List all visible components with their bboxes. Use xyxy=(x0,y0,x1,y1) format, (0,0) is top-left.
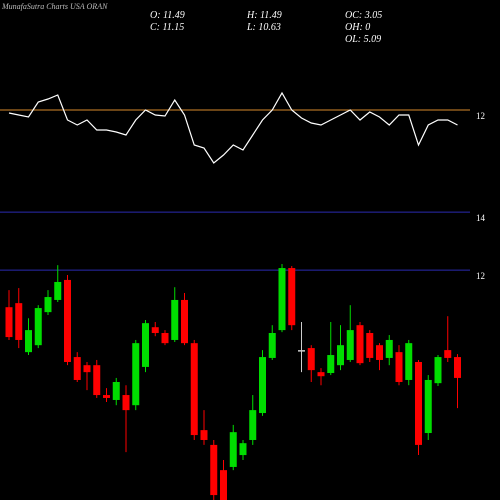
candle-body xyxy=(405,343,413,380)
candle-body xyxy=(317,372,325,377)
candle-body xyxy=(161,333,169,344)
candle-body xyxy=(64,279,71,362)
candle-body xyxy=(220,470,227,500)
candle-body xyxy=(122,395,130,411)
candle-body xyxy=(142,323,149,367)
candle-body xyxy=(151,327,159,334)
candle-body xyxy=(103,395,110,398)
candle-body xyxy=(424,379,432,434)
candle-body xyxy=(356,325,364,364)
y-tick-label: 12 xyxy=(476,111,485,121)
y-tick-label: 14 xyxy=(476,213,486,223)
candle-body xyxy=(298,350,305,352)
candle-body xyxy=(278,268,286,331)
candle-body xyxy=(346,330,354,360)
indicator-line xyxy=(8,91,458,164)
candle-body xyxy=(259,357,266,414)
candle-body xyxy=(25,330,32,353)
candle-body xyxy=(112,382,120,400)
ohlc-label: H: 11.49 xyxy=(246,10,282,21)
candle-body xyxy=(307,348,315,371)
candle-body xyxy=(454,357,461,378)
ohlc-label: OC: 3.05 xyxy=(345,10,382,21)
ohlc-label: OL: 5.09 xyxy=(345,34,381,45)
candle-body xyxy=(337,345,344,366)
y-tick-label: 12 xyxy=(476,271,485,281)
candle-body xyxy=(395,352,403,383)
candle-body xyxy=(200,430,208,440)
candle-body xyxy=(132,343,140,406)
candle-body xyxy=(376,345,383,360)
candle-body xyxy=(415,361,422,445)
ohlc-label: L: 10.63 xyxy=(246,22,281,33)
candle-body xyxy=(210,444,218,496)
candle-body xyxy=(268,333,276,358)
candle-body xyxy=(44,297,52,313)
ohlc-label: O: 11.49 xyxy=(150,10,185,21)
candle-body xyxy=(229,432,237,467)
candle-body xyxy=(181,299,188,344)
candle-body xyxy=(83,365,91,373)
candle-body xyxy=(385,339,393,358)
candle-body xyxy=(288,268,296,326)
candle-body xyxy=(5,307,13,338)
candle-body xyxy=(444,350,452,358)
candle-body xyxy=(434,357,442,384)
candle-body xyxy=(34,308,42,346)
candle-body xyxy=(93,365,101,396)
chart-title: MunafaSutra Charts USA ORAN xyxy=(1,2,108,11)
candle-body xyxy=(73,357,81,380)
candle-body xyxy=(239,443,247,456)
candle-body xyxy=(249,410,257,440)
candle-body xyxy=(54,281,62,300)
ohlc-label: OH: 0 xyxy=(345,22,370,33)
candle-body xyxy=(171,299,179,340)
ohlc-label: C: 11.15 xyxy=(150,22,184,33)
candle-body xyxy=(15,303,23,340)
candle-body xyxy=(366,333,374,358)
candle-body xyxy=(327,355,335,374)
candle-body xyxy=(190,343,198,436)
